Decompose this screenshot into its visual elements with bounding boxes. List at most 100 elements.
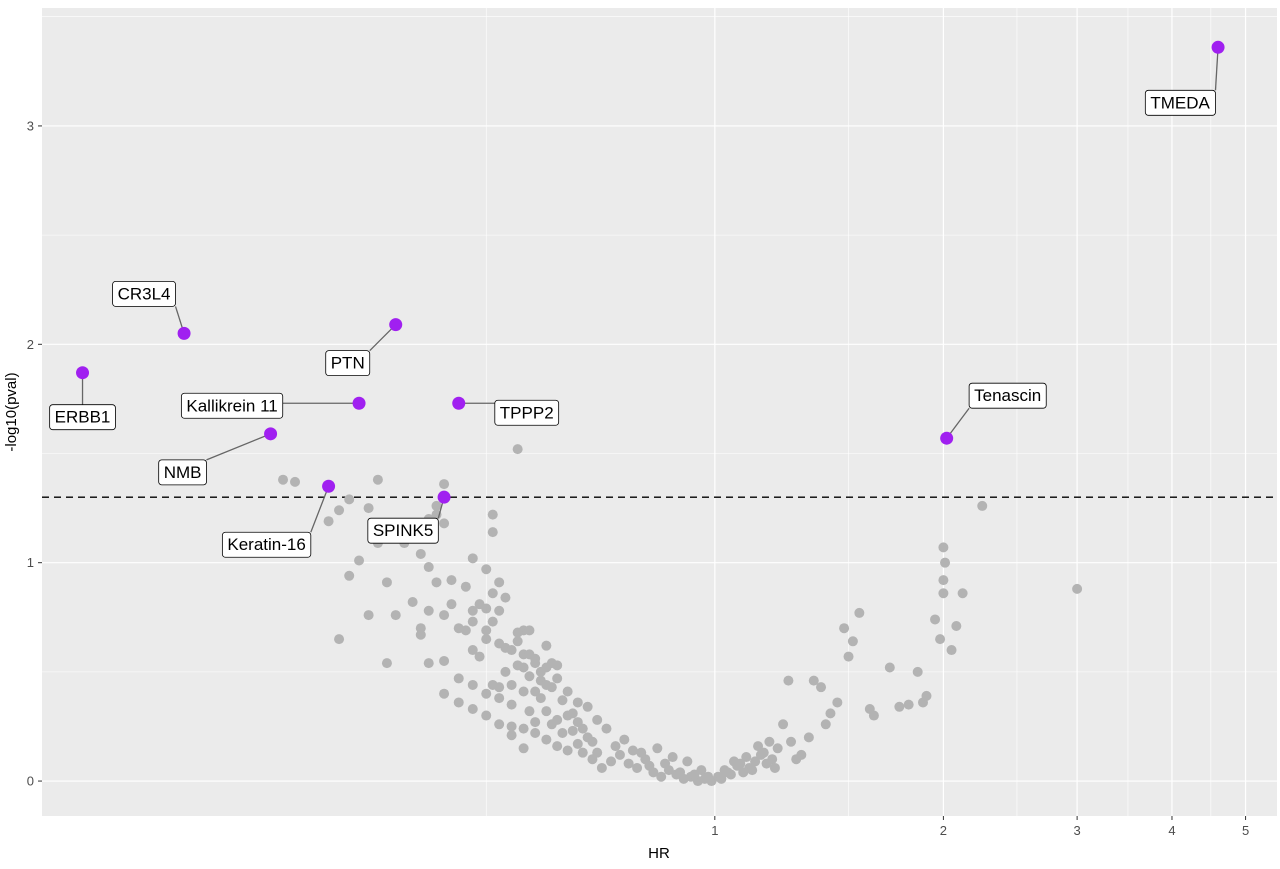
data-points [278, 444, 1083, 787]
gene-point [816, 682, 827, 693]
gene-point [481, 625, 492, 636]
gene-point [596, 762, 607, 773]
gene-point [506, 721, 517, 732]
gene-point [557, 728, 568, 739]
gene-point [518, 662, 529, 673]
gene-point [453, 697, 464, 708]
highlight-group: TMEDA [1144, 40, 1225, 116]
gene-point [557, 695, 568, 706]
gene-point [847, 636, 858, 647]
gene-point [500, 592, 511, 603]
gene-point [487, 616, 498, 627]
gene-point [632, 762, 643, 773]
gene-point [344, 570, 355, 581]
label-box [158, 459, 207, 486]
gene-point [1072, 583, 1083, 594]
gene-point [572, 697, 583, 708]
gene-point [935, 634, 946, 645]
gene-point [786, 736, 797, 747]
gene-point [854, 607, 865, 618]
gene-point [467, 553, 478, 564]
gene-point [439, 655, 450, 666]
label-box [180, 392, 284, 419]
gene-point [381, 577, 392, 588]
y-tick-label: 2 [27, 337, 34, 352]
significant-gene-point [452, 396, 466, 410]
x-tick-label: 5 [1242, 823, 1249, 838]
gene-point [758, 747, 769, 758]
gene-point [524, 625, 535, 636]
gene-point [546, 719, 557, 730]
significant-gene-point [389, 318, 403, 332]
gene-point [407, 596, 418, 607]
x-tick-label: 4 [1168, 823, 1175, 838]
significant-gene-point [322, 479, 336, 493]
gene-point [722, 767, 733, 778]
label-box [968, 382, 1047, 409]
gene-point [431, 500, 442, 511]
gene-point [894, 701, 905, 712]
gene-point [439, 518, 450, 529]
gene-point [481, 603, 492, 614]
gene-point [415, 629, 426, 640]
gene-point [567, 725, 578, 736]
gene-point [592, 747, 603, 758]
gene-point [415, 548, 426, 559]
gene-point [808, 675, 819, 686]
gene-point [703, 771, 714, 782]
gene-point [682, 756, 693, 767]
gene-point [541, 640, 552, 651]
gene-point [930, 614, 941, 625]
x-tick-label: 1 [711, 823, 718, 838]
label-box [221, 531, 312, 558]
gene-point [381, 658, 392, 669]
highlight-group: PTN [325, 318, 403, 377]
gene-point [278, 474, 289, 485]
gene-point [977, 500, 988, 511]
gene-point [577, 747, 588, 758]
gene-label: Kallikrein 11 [186, 396, 277, 415]
label-box [494, 399, 560, 426]
gene-point [839, 623, 850, 634]
gene-point [506, 679, 517, 690]
gene-point [541, 734, 552, 745]
gene-point [512, 636, 523, 647]
gene-point [439, 610, 450, 621]
gene-point [467, 679, 478, 690]
gene-point [487, 588, 498, 599]
gene-point [601, 723, 612, 734]
gene-point [467, 703, 478, 714]
gene-point [446, 575, 457, 586]
y-tick-label: 3 [27, 118, 34, 133]
gene-point [825, 708, 836, 719]
gene-point [741, 752, 752, 763]
label-box [325, 350, 371, 377]
gene-point [518, 723, 529, 734]
label-connector [310, 486, 330, 533]
gene-point [481, 688, 492, 699]
significant-gene-point [940, 431, 954, 445]
x-axis-title: HR [648, 845, 670, 862]
gene-label: PTN [331, 354, 365, 373]
gene-point [323, 516, 334, 527]
gene-point [660, 758, 671, 769]
gene-point [446, 599, 457, 610]
y-axis-title: -log10(pval) [3, 372, 20, 451]
gene-label: TMEDA [1150, 93, 1210, 112]
significant-gene-point [264, 427, 278, 441]
gene-point [535, 666, 546, 677]
gene-point [582, 701, 593, 712]
gene-point [334, 634, 345, 645]
gene-point [494, 693, 505, 704]
gene-label: ERBB1 [55, 408, 111, 427]
highlight-group: NMB [158, 427, 278, 486]
gene-point [354, 555, 365, 566]
gene-point [940, 557, 951, 568]
gene-point [506, 645, 517, 656]
gene-point [460, 581, 471, 592]
gene-point [716, 773, 727, 784]
gene-point [750, 756, 761, 767]
gene-point [423, 562, 434, 573]
gene-point [614, 749, 625, 760]
gene-point [753, 741, 764, 752]
